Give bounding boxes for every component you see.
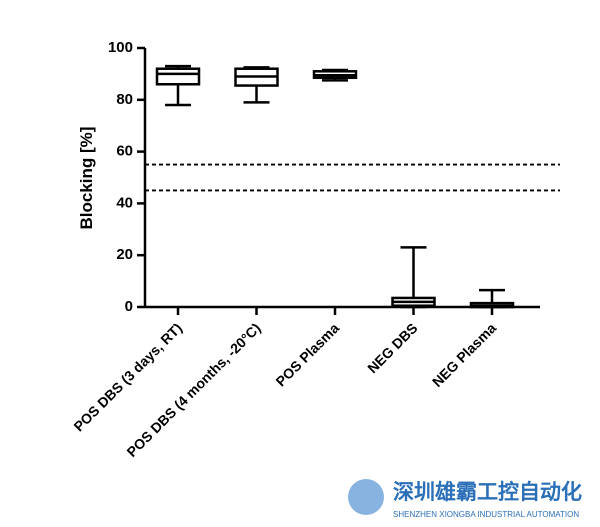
y-tick-label: 80 — [116, 91, 133, 108]
x-tick-label: POS Plasma — [272, 320, 342, 390]
watermark: 深圳雄霸工控自动化 SHENZHEN XIONGBA INDUSTRIAL AU… — [348, 479, 582, 519]
watermark-logo — [348, 479, 384, 515]
y-axis-label: Blocking [%] — [77, 127, 96, 230]
y-tick-label: 20 — [116, 246, 133, 263]
watermark-title: 深圳雄霸工控自动化 — [393, 480, 582, 504]
watermark-subtitle: SHENZHEN XIONGBA INDUSTRIAL AUTOMATION — [393, 510, 579, 519]
y-tick-label: 60 — [116, 143, 133, 160]
x-tick-label: NEG DBS — [364, 320, 420, 376]
y-tick-label: 100 — [108, 39, 133, 56]
y-tick-label: 40 — [116, 194, 133, 211]
box — [155, 67, 201, 86]
x-tick-label: NEG Plasma — [429, 320, 499, 390]
x-tick-label: POS DBS (4 months, -20°C) — [123, 320, 263, 460]
y-tick-label: 0 — [125, 298, 133, 315]
